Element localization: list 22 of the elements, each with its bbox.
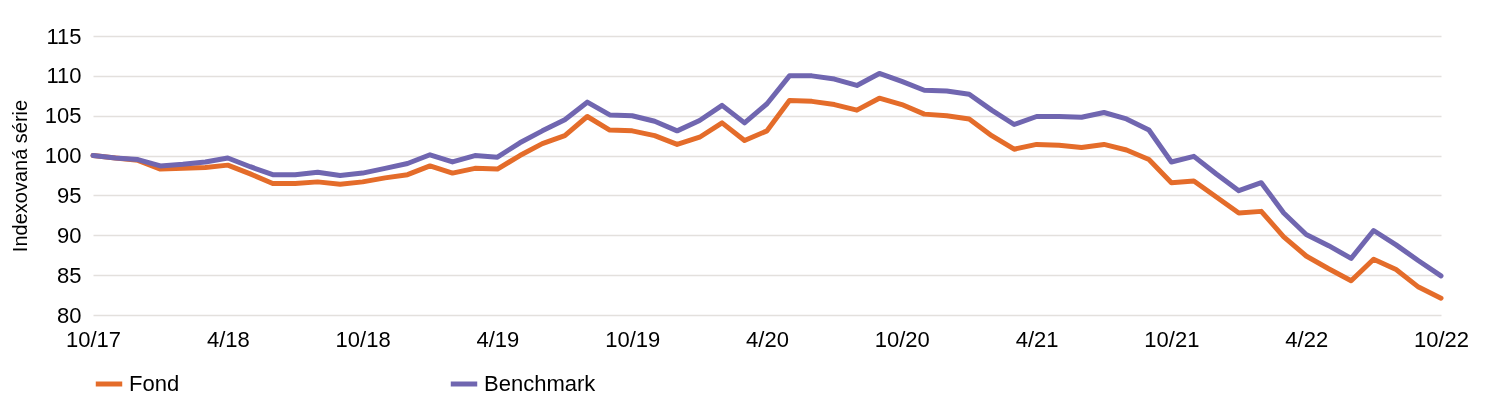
x-tick-label: 4/18 [206,326,250,352]
y-tick-label: 105 [44,103,82,129]
y-tick-label: 95 [57,182,82,208]
x-tick-label: 10/20 [874,326,930,352]
x-tick-label: 4/20 [746,326,789,352]
x-tick-label: 10/21 [1144,326,1200,352]
y-tick-label: 115 [46,23,82,49]
legend-label: Benchmark [484,371,597,396]
y-tick-label: 90 [57,222,82,248]
y-tick-label: 80 [57,302,82,328]
y-tick-label: 110 [46,63,82,89]
x-tick-label: 4/21 [1015,326,1059,352]
y-tick-label: 100 [44,143,82,169]
x-tick-label: 4/22 [1285,326,1329,352]
x-tick-label: 10/18 [335,326,391,352]
legend-label: Fond [129,371,180,396]
x-tick-label: 10/17 [65,326,122,352]
x-tick-label: 4/19 [476,326,520,352]
y-tick-label: 85 [57,262,82,288]
x-tick-label: 10/22 [1413,326,1470,352]
y-axis-title: Indexovaná série [8,99,31,253]
x-tick-label: 10/19 [605,326,661,352]
